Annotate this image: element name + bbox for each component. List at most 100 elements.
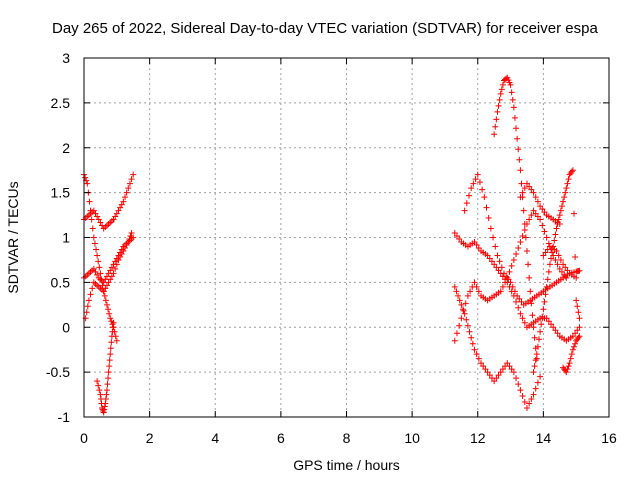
x-axis-label: GPS time / hours — [293, 457, 400, 473]
data-point — [530, 391, 537, 398]
data-point — [533, 351, 540, 358]
data-point — [496, 96, 503, 103]
data-point — [453, 330, 460, 337]
data-point — [569, 346, 576, 353]
data-point — [511, 288, 518, 295]
data-point — [493, 116, 500, 123]
data-point — [567, 355, 574, 362]
data-point — [526, 216, 533, 223]
data-point — [534, 343, 541, 350]
data-point — [461, 207, 468, 214]
data-point — [521, 221, 528, 228]
data-point — [105, 306, 112, 313]
data-point — [455, 292, 462, 299]
data-point — [86, 198, 93, 205]
chart-title: Day 265 of 2022, Sidereal Day-to-day VTE… — [52, 20, 598, 37]
data-point — [531, 363, 538, 370]
data-point — [538, 321, 545, 328]
data-point — [517, 387, 524, 394]
data-point — [528, 212, 535, 219]
data-point — [107, 315, 114, 322]
series-track-12 — [517, 180, 563, 228]
series-track-8 — [451, 207, 570, 344]
data-point — [97, 270, 104, 277]
data-point — [507, 81, 514, 88]
data-point — [89, 285, 96, 292]
data-point — [103, 387, 110, 394]
data-point — [509, 96, 516, 103]
data-point — [103, 301, 110, 308]
data-point — [531, 334, 538, 341]
data-point — [106, 357, 113, 364]
data-point — [120, 198, 127, 205]
data-point — [113, 337, 120, 344]
data-point — [474, 171, 481, 178]
data-point — [553, 247, 560, 254]
data-point — [91, 240, 98, 247]
data-point — [572, 253, 579, 260]
data-point — [532, 385, 539, 392]
axis-ticks — [83, 57, 610, 418]
data-point — [108, 339, 115, 346]
data-point — [515, 244, 522, 251]
data-point — [554, 261, 561, 268]
data-point — [83, 309, 90, 316]
data-point — [104, 381, 111, 388]
data-point — [122, 194, 129, 201]
data-point — [576, 267, 583, 274]
data-point — [451, 283, 458, 290]
data-point — [130, 234, 137, 241]
data-point — [110, 270, 117, 277]
data-point — [128, 230, 135, 237]
data-point — [530, 324, 537, 331]
x-tick-label: 10 — [404, 430, 420, 446]
data-point — [546, 261, 553, 268]
data-point — [466, 192, 472, 199]
data-point — [467, 288, 474, 295]
data-point — [453, 288, 460, 295]
data-point — [456, 322, 463, 329]
data-point — [468, 185, 475, 192]
x-tick-label: 0 — [80, 430, 88, 446]
data-point — [82, 174, 89, 181]
data-point — [560, 198, 567, 205]
data-point — [528, 396, 535, 403]
series-track-6 — [451, 283, 544, 412]
data-point — [511, 114, 518, 121]
data-point — [552, 231, 559, 238]
data-point — [106, 310, 113, 317]
y-tick-label: 0.5 — [51, 274, 71, 290]
x-tick-label: 2 — [146, 430, 154, 446]
data-point — [106, 363, 113, 370]
data-point — [568, 168, 575, 175]
data-point — [509, 283, 516, 290]
data-point — [529, 312, 536, 319]
data-point — [458, 301, 465, 308]
data-point — [537, 373, 544, 380]
data-point — [451, 337, 458, 344]
y-tick-label: 2.5 — [51, 95, 71, 111]
data-point — [105, 375, 112, 382]
data-point — [514, 135, 521, 142]
data-point — [525, 261, 532, 268]
data-point — [126, 180, 133, 187]
series-track-13 — [560, 333, 583, 376]
data-point — [462, 300, 469, 307]
data-point — [471, 279, 478, 286]
data-point — [536, 336, 542, 343]
data-point — [492, 243, 499, 250]
data-point — [520, 207, 527, 214]
data-point — [545, 240, 552, 247]
data-point — [502, 279, 509, 286]
data-point — [564, 180, 571, 187]
data-point — [494, 108, 501, 115]
data-point — [564, 366, 571, 373]
data-point — [519, 393, 526, 400]
data-point — [470, 180, 477, 187]
x-tick-label: 6 — [277, 430, 285, 446]
data-point — [575, 309, 582, 316]
data-point — [523, 247, 530, 254]
data-point — [492, 123, 499, 130]
data-point — [87, 291, 94, 298]
data-point — [85, 297, 92, 304]
